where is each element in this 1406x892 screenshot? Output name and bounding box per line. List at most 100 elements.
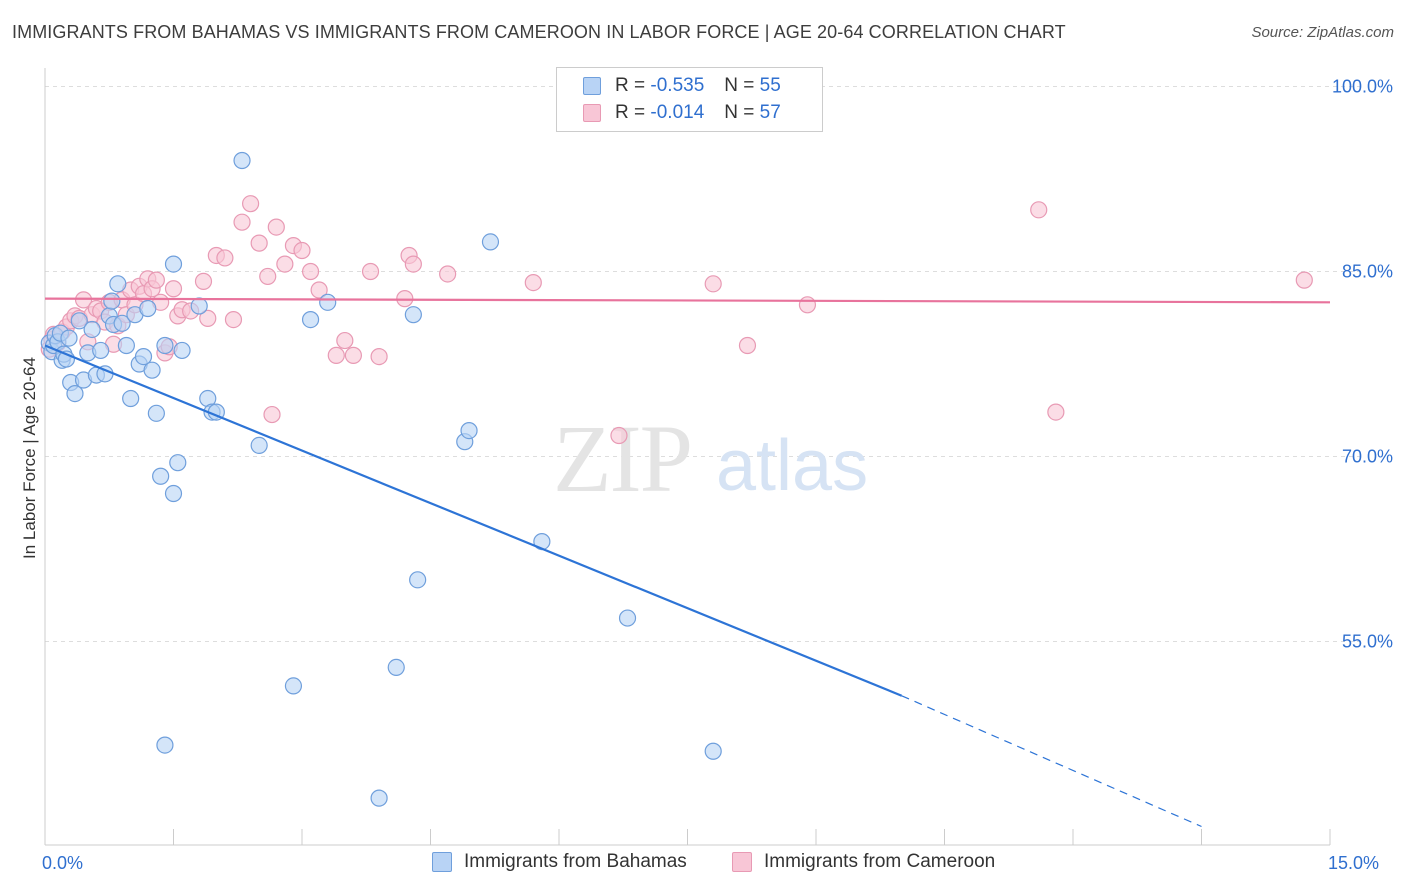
cameroon-point-63 (798, 296, 817, 314)
cameroon-point-39 (233, 213, 251, 231)
watermark-atlas: atlas (716, 426, 868, 506)
bahamas-point-11 (66, 385, 84, 403)
cameroon-point-48 (301, 262, 320, 281)
cameroon-point-42 (259, 267, 277, 286)
bahamas-point-9 (60, 329, 78, 347)
legend-swatch-cameroon (583, 104, 601, 122)
cameroon-point-38 (224, 311, 243, 329)
bahamas-point-17 (92, 341, 110, 360)
bahamas-point-42 (233, 151, 251, 170)
gridlines (45, 86, 1360, 642)
cameroon-point-61 (704, 275, 722, 293)
cameroon-point-64 (1030, 201, 1048, 219)
cameroon-point-34 (194, 272, 213, 290)
legend-n-value-cameroon: 57 (759, 102, 781, 123)
bahamas-point-44 (284, 677, 303, 695)
bahamas-point-49 (404, 306, 422, 324)
legend-row-bahamas: R = -0.535 N = 55 (583, 73, 781, 99)
y-tick-label-3: 55.0% (1342, 632, 1393, 652)
cameroon-point-53 (361, 262, 380, 281)
bahamas-point-31 (147, 404, 165, 422)
bottom-legend-cameroon: Immigrants from Cameroon (732, 851, 995, 873)
bahamas-point-50 (409, 571, 427, 589)
bahamas-point-12 (70, 312, 88, 330)
cameroon-point-37 (216, 249, 234, 267)
cameroon-point-40 (242, 195, 260, 213)
bahamas-point-23 (113, 314, 131, 332)
cameroon-point-44 (267, 218, 285, 236)
correlation-legend: R = -0.535 N = 55 R = -0.014 N = 57 (556, 67, 823, 132)
legend-n-value-bahamas: 55 (759, 75, 781, 96)
legend-r-label: R = (615, 102, 646, 123)
bahamas-point-48 (387, 658, 405, 677)
bahamas-point-46 (319, 293, 337, 311)
bahamas-point-43 (250, 436, 268, 454)
bahamas-point-47 (370, 789, 388, 807)
y-tick-label-1: 85.0% (1342, 262, 1393, 282)
bahamas-point-32 (152, 467, 170, 485)
bahamas-point-52 (460, 422, 478, 440)
y-tick-label-2: 70.0% (1342, 447, 1393, 467)
x-tick-label-min: 0.0% (42, 853, 84, 873)
chart-title: IMMIGRANTS FROM BAHAMAS VS IMMIGRANTS FR… (12, 22, 1066, 42)
bottom-legend-bahamas: Immigrants from Bahamas (432, 851, 687, 873)
watermark-zip: ZIP (553, 405, 691, 512)
cameroon-point-60 (610, 426, 628, 445)
bahamas-point-22 (109, 275, 127, 293)
cameroon-point-52 (344, 346, 362, 364)
cameroon-point-30 (164, 280, 183, 298)
trend-lines (44, 297, 1331, 828)
bahamas-point-40 (164, 484, 183, 503)
cameroon-point-41 (250, 234, 268, 252)
bahamas-trend-line (44, 344, 903, 697)
bahamas-point-30 (143, 361, 161, 379)
bottom-legend-label-bahamas: Immigrants from Bahamas (464, 851, 687, 872)
cameroon-point-59 (524, 274, 542, 292)
bahamas-point-33 (156, 336, 174, 355)
source-label: Source: ZipAtlas.com (1251, 24, 1394, 41)
legend-r-value-bahamas: -0.535 (650, 75, 705, 96)
cameroon-point-65 (1047, 403, 1065, 421)
bahamas-point-45 (301, 311, 320, 329)
axes (44, 68, 1331, 846)
y-tick-labels: 100.0% 85.0% 70.0% 55.0% (1332, 77, 1393, 652)
bottom-legend-swatch-cameroon (732, 852, 752, 872)
y-tick-label-0: 100.0% (1332, 77, 1393, 97)
bahamas-point-21 (103, 292, 121, 310)
cameroon-point-50 (327, 346, 345, 364)
cameroon-point-51 (336, 331, 354, 350)
cameroon-point-58 (439, 265, 457, 283)
cameroon-point-35 (199, 309, 217, 327)
cameroon-point-49 (310, 281, 328, 299)
bahamas-point-28 (134, 348, 153, 366)
cameroon-point-62 (738, 336, 757, 355)
x-tick-label-max: 15.0% (1328, 853, 1380, 873)
bahamas-point-24 (117, 336, 135, 355)
legend-n-label: N = (724, 75, 755, 96)
legend-swatch-bahamas (583, 77, 601, 95)
bottom-legend-swatch-bahamas (432, 852, 452, 872)
bahamas-trend-extension (901, 695, 1202, 828)
cameroon-point-47 (293, 241, 311, 260)
legend-row-cameroon: R = -0.014 N = 57 (583, 100, 781, 126)
bahamas-point-56 (704, 742, 722, 760)
bahamas-point-53 (481, 233, 500, 251)
cameroon-point-54 (370, 348, 388, 366)
legend-n-label: N = (724, 102, 755, 123)
bahamas-point-55 (618, 609, 637, 627)
cameroon-point-66 (1295, 271, 1313, 289)
bottom-legend-label-cameroon: Immigrants from Cameroon (764, 851, 996, 872)
cameroon-point-45 (276, 255, 294, 273)
bahamas-point-29 (139, 299, 157, 318)
bahamas-points (40, 151, 722, 807)
bahamas-point-34 (164, 255, 183, 273)
legend-r-value-cameroon: -0.014 (650, 102, 705, 123)
bahamas-point-57 (156, 736, 174, 754)
cameroon-point-26 (147, 271, 165, 289)
watermark: ZIP atlas (553, 405, 868, 512)
bahamas-point-15 (83, 320, 101, 339)
legend-r-label: R = (615, 75, 646, 96)
cameroon-point-57 (404, 255, 422, 273)
cameroon-point-43 (263, 405, 281, 424)
